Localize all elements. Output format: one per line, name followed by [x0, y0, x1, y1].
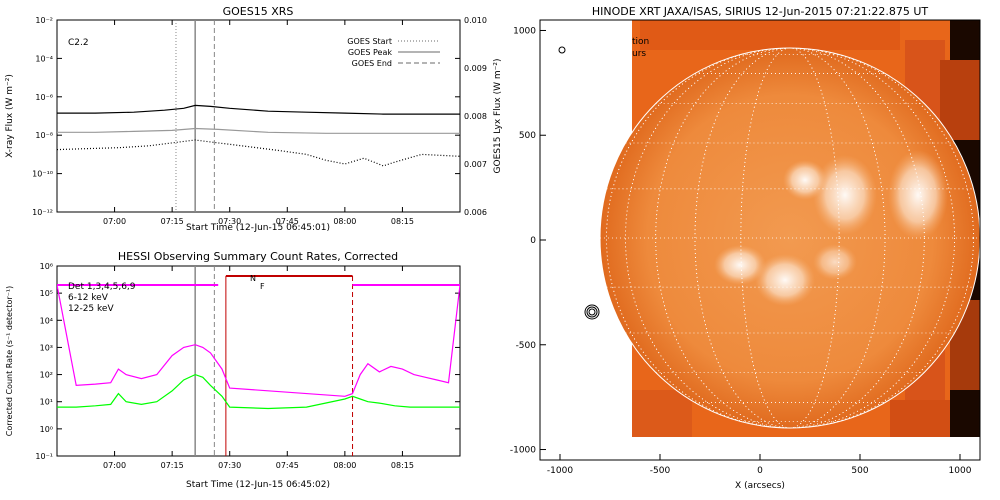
xrt-x-ticks: -1000 -500 0 500 1000: [547, 454, 972, 476]
xrt-bright-region-center: [813, 155, 877, 235]
legend-label: GOES Start: [347, 37, 392, 46]
hessi-ylabel: Corrected Count Rate (s⁻¹ detector⁻¹): [5, 286, 14, 437]
xrt-bright-region-south: [755, 254, 815, 306]
y-tick-label: 10⁻²: [35, 16, 53, 25]
x-tick-label: 07:15: [161, 461, 184, 470]
goes-x-ticks: 07:00 07:15 07:30 07:45 08:00 08:15: [103, 20, 414, 226]
y-tick-label: 10³: [40, 343, 53, 352]
goes-ylabel: X-ray Flux (W m⁻²): [5, 74, 15, 158]
grid-longitude-line: [694, 48, 886, 428]
x-tick-label: 07:00: [103, 461, 126, 470]
legend-label: GOES Peak: [348, 48, 393, 57]
y2-tick-label: 0.009: [464, 64, 487, 73]
series-line-1: [57, 373, 460, 410]
x-tick-label: 0: [757, 466, 763, 476]
series-line-0: [57, 284, 460, 397]
goes-xrs-chart: GOES15 XRS C2.2 10⁻¹²10⁻¹⁰10⁻⁸10⁻⁶10⁻⁴10…: [5, 5, 503, 233]
xrt-solar-disk: [600, 48, 980, 428]
y2-tick-label: 0.007: [464, 160, 487, 169]
x-tick-label: -500: [650, 466, 671, 476]
goes-plot-frame: [56, 19, 461, 213]
hessi-xlabel: Start Time (12-Jun-15 06:45:02): [186, 480, 330, 490]
xrt-title: HINODE XRT JAXA/ISAS, SIRIUS 12-Jun-2015…: [592, 5, 929, 18]
y-tick-label: 10⁻¹: [35, 452, 53, 461]
x-tick-label: 07:30: [218, 217, 241, 226]
y-tick-label: 10⁴: [40, 316, 53, 325]
y-tick-label: 10⁻¹⁰: [32, 170, 53, 179]
y2-tick-label: 0.006: [464, 208, 487, 217]
y-tick-label: 10⁰: [40, 425, 53, 434]
y-tick-label: 0: [530, 236, 536, 246]
y-tick-label: 10⁻⁶: [35, 93, 53, 102]
y-tick-label: 10¹: [40, 398, 53, 407]
xrt-heliographic-grid: [600, 48, 980, 428]
hessi-series-group: [57, 284, 460, 410]
y2-tick-label: 0.010: [464, 16, 487, 25]
grid-longitude-line: [740, 48, 840, 428]
goes-series-group: [57, 104, 460, 167]
y-tick-label: 10⁵: [40, 289, 53, 298]
x-tick-label: 07:30: [218, 461, 241, 470]
hessi-event-markers: [57, 266, 460, 456]
x-tick-label: 08:00: [333, 461, 356, 470]
hessi-annot-f: F: [260, 282, 265, 291]
x-tick-label: 07:45: [276, 461, 299, 470]
y-tick-label: -500: [516, 341, 537, 351]
x-tick-label: -1000: [547, 466, 573, 476]
y-tick-label: -1000: [510, 446, 536, 456]
hessi-count-rate-chart: HESSI Observing Summary Count Rates, Cor…: [5, 250, 461, 490]
xrt-y-ticks: -1000 -500 0 500 1000: [510, 26, 546, 456]
x-tick-label: 07:00: [103, 217, 126, 226]
legend-label: GOES End: [352, 59, 392, 68]
hessi-y-ticks: 10⁻¹ 10⁰ 10¹ 10² 10³ 10⁴ 10⁵ 10⁶: [35, 262, 460, 461]
y-tick-label: 10⁻⁸: [35, 131, 53, 140]
xrt-bright-region-north: [783, 160, 827, 200]
goes-legend: GOES Start GOES Peak GOES End: [347, 37, 440, 68]
x-tick-label: 08:15: [391, 461, 414, 470]
xrt-bright-region-southeast: [813, 244, 857, 280]
x-tick-label: 1000: [949, 466, 972, 476]
goes-title: GOES15 XRS: [223, 5, 294, 18]
legend-label: 12-25 keV: [68, 304, 114, 314]
y-tick-label: 10²: [40, 371, 53, 380]
xrt-overlay-text-2: urs: [632, 49, 646, 59]
series-line-1: [57, 127, 460, 134]
y2-tick-label: 0.008: [464, 112, 487, 121]
y-tick-label: 10⁻⁴: [35, 54, 53, 63]
y-tick-label: 10⁻¹²: [32, 208, 53, 217]
xrt-small-marker: [558, 46, 566, 54]
goes-annotation: C2.2: [68, 38, 89, 48]
y-tick-label: 1000: [513, 26, 536, 36]
hessi-x-ticks: 07:00 07:15 07:30 07:45 08:00 08:15: [103, 266, 414, 470]
xrt-overlay-text-1: tion: [632, 37, 649, 47]
goes-y2label: GOES15 Lyx Flux (W m⁻²): [493, 59, 503, 174]
goes-event-markers: [175, 20, 215, 212]
x-tick-label: 08:00: [333, 217, 356, 226]
xrt-bright-region-southwest: [714, 245, 766, 285]
goes-y2-ticks: 0.006 0.007 0.008 0.009 0.010: [464, 16, 487, 217]
xrt-contour-marker: [584, 304, 600, 320]
legend-label: 6-12 keV: [68, 293, 109, 303]
series-line-2: [57, 139, 460, 167]
y-tick-label: 500: [519, 131, 536, 141]
goes-xlabel: Start Time (12-Jun-15 06:45:01): [186, 223, 330, 233]
xrt-bright-region-east: [888, 150, 948, 240]
x-tick-label: 07:45: [276, 217, 299, 226]
hessi-annot-n: N: [250, 274, 256, 283]
goes-y-ticks: 10⁻¹² 10⁻¹⁰ 10⁻⁸ 10⁻⁶ 10⁻⁴ 10⁻²: [32, 16, 460, 217]
xrt-image-panel: HINODE XRT JAXA/ISAS, SIRIUS 12-Jun-2015…: [510, 5, 981, 491]
y-tick-label: 10⁶: [40, 262, 53, 271]
xrt-xlabel: X (arcsecs): [735, 481, 785, 491]
legend-label: Det 1,3,4,5,6,9: [68, 282, 136, 292]
hessi-plot-frame: [56, 265, 461, 457]
series-line-0: [57, 104, 460, 115]
x-tick-label: 500: [851, 466, 868, 476]
x-tick-label: 07:15: [161, 217, 184, 226]
hessi-title: HESSI Observing Summary Count Rates, Cor…: [118, 250, 398, 263]
x-tick-label: 08:15: [391, 217, 414, 226]
